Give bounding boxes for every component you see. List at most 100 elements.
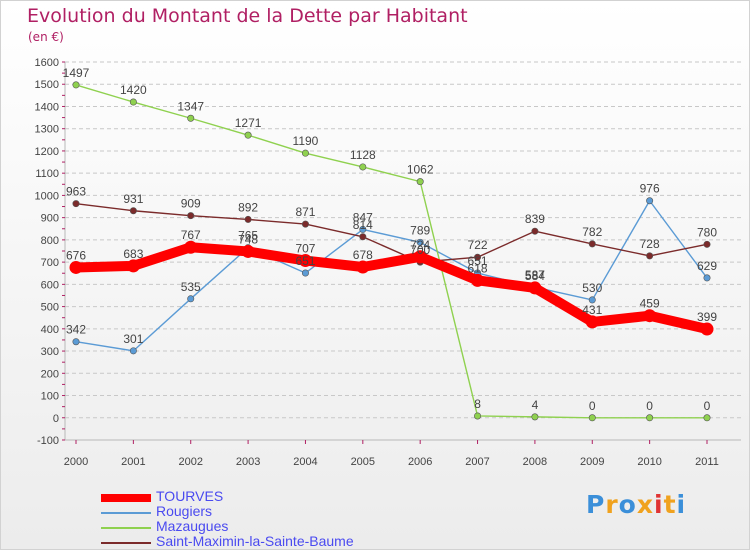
x-tick-label: 2003 [236,456,260,468]
legend-label: Saint-Maximin-la-Sainte-Baume [156,533,354,549]
legend-swatch [101,527,151,529]
data-point [528,281,542,295]
proxiti-logo: Proxiti [586,490,686,519]
legend-label: Mazaugues [156,518,229,534]
data-label: 839 [525,212,545,226]
data-point [416,178,424,186]
data-point [184,240,198,254]
data-label: 651 [468,254,488,268]
data-label: 342 [66,323,86,337]
y-tick-label: 600 [41,279,59,291]
data-label: 431 [582,303,602,317]
data-label: 780 [697,225,717,239]
legend-label: TOURVES [156,488,224,504]
x-tick-label: 2009 [580,456,604,468]
y-tick-label: 1500 [35,79,59,91]
data-point [471,273,485,287]
data-label: 892 [238,200,258,214]
x-tick-label: 2001 [121,456,145,468]
data-point [359,163,367,171]
data-label: 0 [589,399,596,413]
data-label: 931 [123,192,143,206]
data-point [474,412,482,420]
y-tick-label: 100 [41,391,59,403]
logo-letter: x [636,490,654,519]
data-label: 909 [181,197,201,211]
data-point [129,347,137,355]
data-label: 1271 [235,116,262,130]
x-tick-label: 2006 [408,456,432,468]
data-label: 765 [238,229,258,243]
data-point [129,98,137,106]
data-point [244,131,252,139]
logo-letter: i [654,490,664,519]
data-point [474,253,482,261]
y-tick-label: 0 [53,413,59,425]
data-point [703,414,711,422]
data-label: 683 [123,247,143,261]
data-label: 728 [640,237,660,251]
data-point [413,250,427,264]
logo-letter: i [676,490,687,519]
data-label: 1062 [407,163,434,177]
data-point [700,322,714,336]
data-point [187,114,195,122]
data-point [69,260,83,274]
y-tick-label: -100 [37,435,59,447]
data-point [646,414,654,422]
data-point [187,212,195,220]
data-label: 8 [474,397,481,411]
y-tick-label: 1400 [35,101,59,113]
data-label: 707 [295,242,315,256]
chart-subtitle: (en €) [28,30,64,44]
x-tick-label: 2005 [351,456,375,468]
y-tick-label: 700 [41,257,59,269]
data-label: 1420 [120,83,147,97]
y-tick-label: 400 [41,324,59,336]
legend-label: Rougiers [156,503,213,519]
logo-letter: r [605,490,619,519]
y-tick-label: 1200 [35,146,59,158]
data-label: 722 [468,238,488,252]
y-tick-label: 1100 [35,168,59,180]
data-label: 459 [640,297,660,311]
data-label: 814 [353,218,373,232]
data-label: 1190 [293,134,319,148]
x-tick-label: 2004 [293,456,317,468]
data-point [588,296,596,304]
y-tick-label: 1000 [35,190,59,202]
data-label: 976 [640,182,660,196]
data-label: 651 [295,254,315,268]
data-label: 767 [181,228,201,242]
y-tick-label: 500 [41,302,59,314]
data-point [359,233,367,241]
data-label: 399 [697,310,717,324]
series-line-rougiers [75,200,708,352]
data-point [588,240,596,248]
data-label: 618 [468,261,488,275]
data-label: 871 [295,205,315,219]
data-point [356,260,370,274]
y-tick-label: 1600 [35,57,59,69]
data-label: 1497 [63,66,90,80]
data-point [301,220,309,228]
x-tick-label: 2002 [178,456,202,468]
y-tick-label: 800 [41,235,59,247]
series-line-tourves [71,242,712,335]
data-label: 587 [525,268,545,282]
data-point [643,309,657,323]
y-tick-label: 1300 [35,124,59,136]
data-point [187,295,195,303]
data-point [298,254,312,268]
data-label: 700 [410,243,430,257]
data-label: 789 [410,223,430,237]
data-point [585,315,599,329]
data-point [301,149,309,157]
x-tick-label: 2000 [64,456,88,468]
data-label: 0 [704,399,711,413]
legend-swatch [101,494,151,502]
data-label: 1128 [350,148,376,162]
data-point [416,238,424,246]
data-point [72,338,80,346]
